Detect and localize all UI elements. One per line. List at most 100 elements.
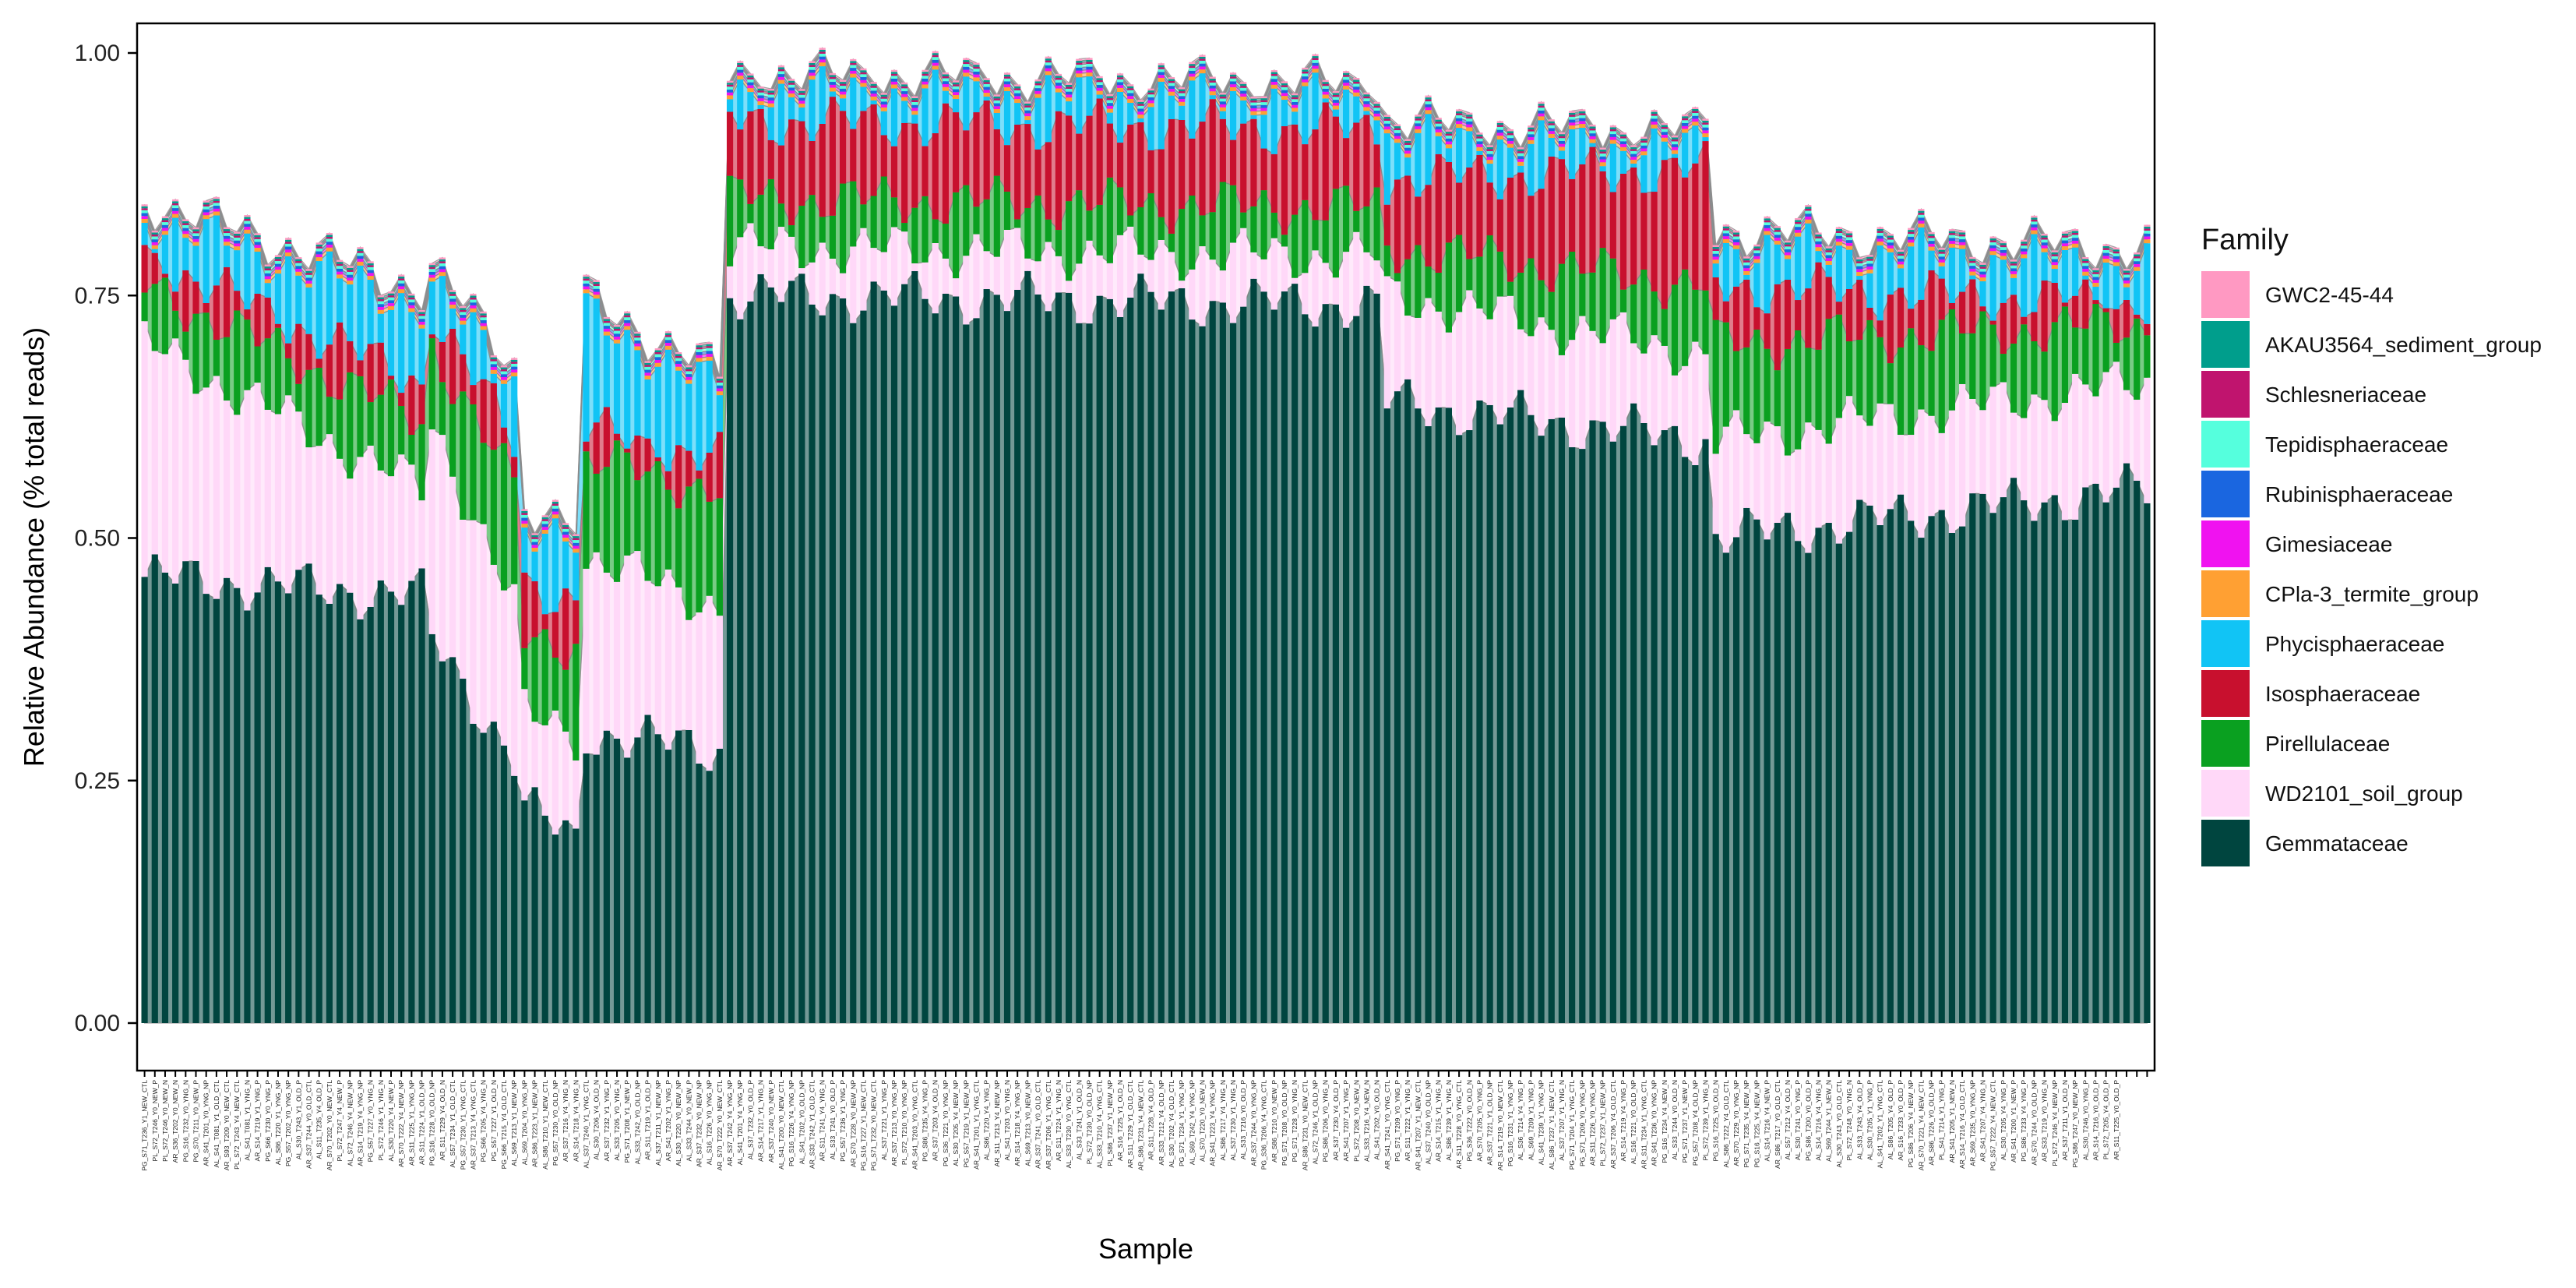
bar-segment (603, 323, 610, 326)
bar-segment (1179, 105, 1186, 120)
bar-segment (1517, 147, 1524, 150)
sample-bar (2051, 250, 2058, 1023)
bar-segment (1383, 276, 1390, 409)
bar-segment (932, 313, 939, 1023)
bar-segment (223, 245, 231, 267)
bar-segment (1034, 97, 1041, 150)
bar-segment (1651, 445, 1658, 1023)
bar-segment (1106, 177, 1113, 263)
bar-segment (285, 246, 292, 250)
bar-segment (1815, 429, 1822, 528)
bar-segment (798, 107, 805, 122)
bar-segment (1270, 84, 1277, 89)
bar-segment (1158, 239, 1165, 310)
bar-segment (1702, 290, 1709, 355)
bar-segment (1127, 215, 1134, 227)
x-tick-label: PL_S72_T230_Y0_OLD_NP (1085, 1080, 1093, 1165)
bar-segment (1989, 240, 1996, 243)
bar-segment (295, 275, 302, 324)
bar-segment (1692, 163, 1699, 290)
bar-segment (716, 376, 723, 379)
bar-segment (963, 69, 970, 73)
bar-segment (726, 92, 734, 96)
bar-segment (377, 299, 384, 302)
bar-segment (1918, 210, 1925, 213)
bar-segment (428, 429, 435, 634)
sample-bar (2000, 241, 2007, 1023)
bar-segment (203, 212, 210, 216)
bar-segment (1363, 98, 1370, 101)
bar-segment (1579, 316, 1586, 450)
bar-segment (706, 342, 713, 344)
bar-segment (654, 352, 661, 355)
sample-bar (1404, 139, 1411, 1024)
bar-segment (1024, 120, 1031, 125)
x-tick-label: PG_S86_T247_Y0_NEW_NP (2071, 1080, 2079, 1168)
x-tick-label: AL_S86_T205_Y4_OLD_P (1887, 1080, 1894, 1159)
bar-segment (644, 361, 651, 363)
bar-segment (2102, 245, 2109, 249)
bar-segment (2010, 343, 2017, 413)
bar-segment (1229, 72, 1237, 75)
bar-segment (788, 281, 795, 1023)
bar-segment (1076, 190, 1083, 264)
bar-segment (1486, 319, 1493, 405)
bar-segment (1948, 410, 1955, 533)
bar-segment (1506, 135, 1514, 139)
bar-segment (213, 215, 220, 286)
bar-segment (2031, 234, 2038, 312)
bar-segment (963, 324, 970, 1023)
bar-segment (1383, 123, 1390, 127)
sample-bar (223, 227, 231, 1023)
bar-segment (1569, 178, 1576, 252)
bar-segment (942, 78, 949, 82)
bar-segment (1189, 269, 1196, 320)
bar-segment (1332, 304, 1339, 1024)
sample-bar (1003, 72, 1011, 1023)
bar-segment (726, 99, 734, 112)
bar-segment (1394, 130, 1401, 133)
bar-segment (1538, 104, 1545, 106)
bar-segment (1722, 301, 1729, 323)
bar-segment (880, 135, 887, 177)
bar-segment (1250, 118, 1257, 206)
x-tick-label: PG_S57_T227_Y0_YNG_N (367, 1080, 375, 1162)
bar-segment (767, 178, 774, 250)
x-tick-label: PG_S86_T206_Y4_NEW_NP (1907, 1080, 1915, 1168)
bar-segment (654, 366, 661, 458)
bar-segment (1764, 218, 1771, 221)
bar-segment (315, 367, 322, 446)
bar-segment (1281, 100, 1288, 126)
bar-segment (1753, 250, 1760, 254)
sample-bar (1486, 145, 1493, 1023)
bar-segment (2123, 299, 2130, 338)
bar-segment (490, 564, 497, 722)
bar-segment (860, 111, 867, 205)
bar-segment (1784, 455, 1792, 513)
sample-bar (1918, 209, 1925, 1023)
bar-segment (172, 210, 179, 214)
bar-segment (1938, 252, 1945, 254)
bar-segment (285, 252, 292, 256)
bar-segment (480, 732, 487, 1023)
bar-segment (664, 340, 672, 344)
bar-segment (1003, 145, 1011, 192)
bar-segment (1456, 118, 1463, 122)
bar-segment (531, 787, 538, 1023)
bar-segment (1363, 94, 1370, 97)
bar-segment (1753, 263, 1760, 308)
bar-segment (460, 308, 467, 310)
bar-segment (1322, 304, 1329, 1023)
bar-segment (1086, 58, 1093, 60)
bar-segment (1209, 85, 1216, 89)
bar-segment (819, 51, 826, 54)
x-tick-label: AR_S14_T217_Y1_YNG_N (757, 1080, 765, 1162)
bar-segment (1281, 96, 1288, 101)
bar-segment (192, 227, 199, 230)
bar-segment (993, 106, 1000, 110)
bar-segment (1096, 78, 1103, 80)
bar-segment (1764, 231, 1771, 235)
bar-segment (1219, 182, 1226, 271)
bar-segment (1219, 93, 1226, 95)
x-tick-label: AL_S69_T242_Y4_YNG_NP (1188, 1080, 1196, 1165)
